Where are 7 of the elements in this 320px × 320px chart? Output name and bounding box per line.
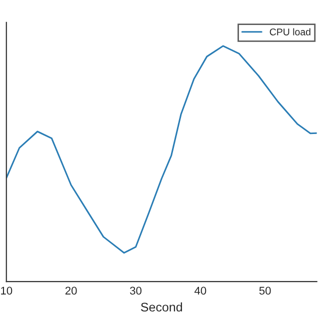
x-tick-label: 50 — [259, 286, 271, 295]
x-tick-label: 30 — [130, 286, 142, 295]
x-tick-label: 10 — [1, 286, 12, 295]
x-tick-label: 20 — [65, 286, 77, 295]
x-axis-title: Second — [140, 302, 182, 312]
x-tick-label: 40 — [194, 286, 206, 295]
legend-label: CPU load — [270, 28, 310, 36]
